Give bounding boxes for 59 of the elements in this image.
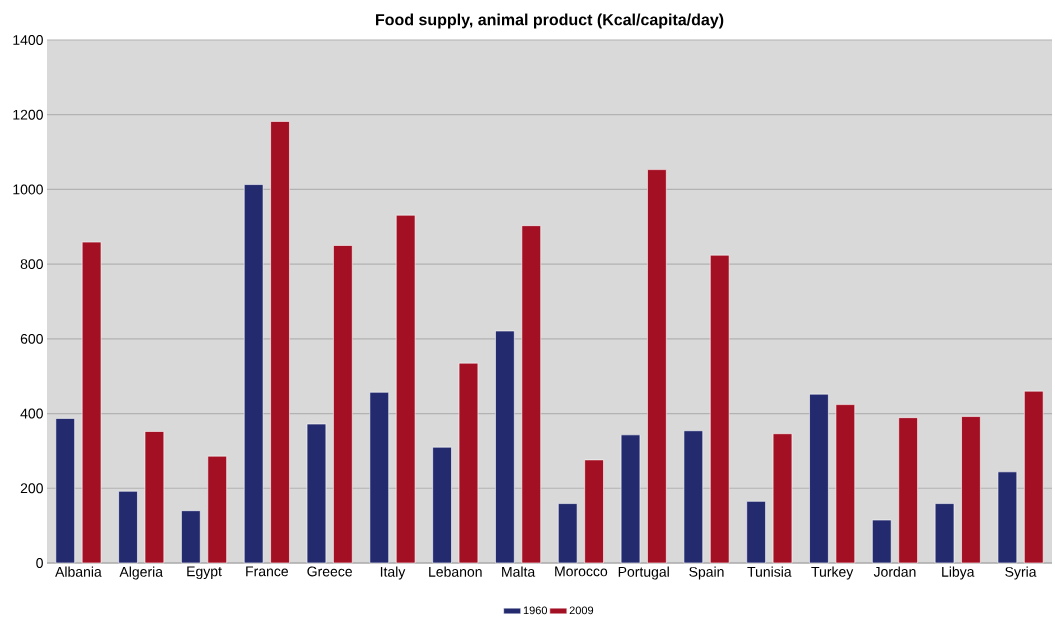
legend-label: 1960 xyxy=(523,606,548,615)
bar xyxy=(809,393,829,564)
x-tick-label: Jordan xyxy=(873,566,916,577)
bar xyxy=(369,391,389,564)
bar xyxy=(521,225,541,564)
bar xyxy=(395,214,416,564)
x-tick-label: Tunisia xyxy=(747,566,792,577)
bar xyxy=(81,241,102,564)
bar xyxy=(333,245,353,564)
x-tick-label: Turkey xyxy=(811,566,854,580)
y-tick-label: 400 xyxy=(20,408,43,419)
bar xyxy=(207,455,227,564)
bar xyxy=(961,416,981,564)
y-tick-label: 1200 xyxy=(13,109,43,120)
x-tick-label: Libya xyxy=(942,566,975,580)
bar xyxy=(746,501,766,564)
bar xyxy=(934,503,955,564)
bar xyxy=(620,434,641,564)
bar xyxy=(495,330,515,564)
bar xyxy=(432,446,452,564)
x-tick-label: Italy xyxy=(380,566,406,580)
legend-label: 2009 xyxy=(569,606,594,615)
bar xyxy=(181,510,201,564)
x-tick-label: France xyxy=(246,566,289,577)
bar xyxy=(683,430,704,564)
y-tick-label: 600 xyxy=(20,333,43,344)
x-tick-label: Morocco xyxy=(555,566,608,577)
bar xyxy=(144,431,165,564)
x-tick-label: Spain xyxy=(689,566,724,580)
x-tick-label: Egypt xyxy=(187,566,222,580)
x-tick-label: Syria xyxy=(1005,566,1037,580)
x-tick-label: Malta xyxy=(502,566,536,577)
bar xyxy=(772,433,793,564)
y-tick-label: 800 xyxy=(20,259,43,270)
bar xyxy=(243,184,264,564)
x-tick-label: Greece xyxy=(307,566,352,577)
bar xyxy=(1024,390,1044,564)
bar xyxy=(997,471,1018,564)
x-tick-label: Albania xyxy=(55,566,102,577)
bar xyxy=(306,423,327,564)
bar xyxy=(270,121,290,564)
bar xyxy=(872,519,892,564)
x-tick-label: Lebanon xyxy=(429,566,482,577)
chart-title: Food supply, animal product (Kcal/capita/day) xyxy=(376,13,724,29)
x-tick-label: Algeria xyxy=(119,566,164,580)
bar xyxy=(835,404,856,564)
y-tick-label: 0 xyxy=(36,558,43,568)
bar xyxy=(458,362,479,564)
bar xyxy=(898,417,918,564)
bar xyxy=(647,169,667,564)
bar xyxy=(709,254,730,564)
bar xyxy=(55,418,75,564)
y-tick-label: 200 xyxy=(20,483,43,494)
bar xyxy=(557,503,578,564)
x-tick-label: Portugal xyxy=(618,566,669,580)
y-tick-label: 1000 xyxy=(13,184,43,195)
bar xyxy=(118,490,138,564)
bar xyxy=(584,459,604,564)
y-tick-label: 1400 xyxy=(13,35,43,45)
